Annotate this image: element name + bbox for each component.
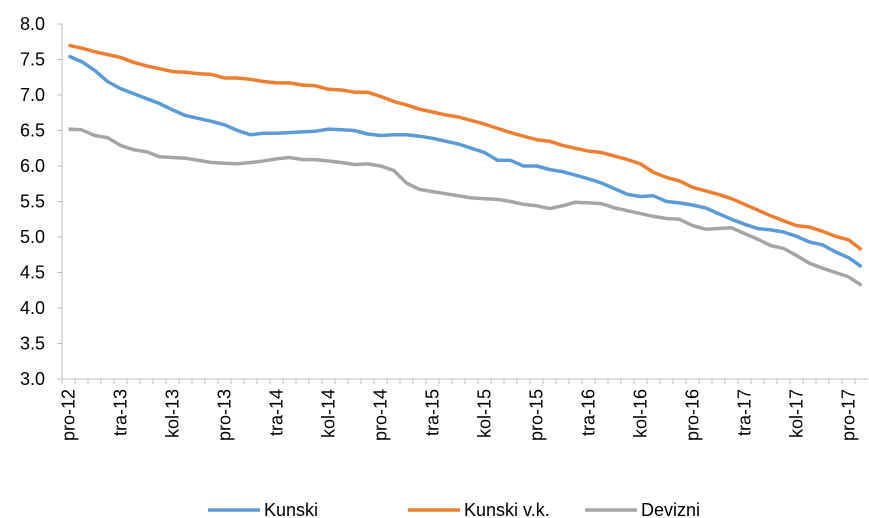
y-tick-label: 3.5 [20, 334, 45, 354]
x-tick-label: pro-16 [683, 389, 703, 441]
x-tick-label: pro-14 [371, 389, 391, 441]
x-tick-label: kol-13 [163, 389, 183, 438]
x-tick-label: pro-12 [59, 389, 79, 441]
x-tick-label: kol-14 [319, 389, 339, 438]
series-line [67, 54, 863, 269]
y-tick-label: 8.0 [20, 14, 45, 34]
x-tick-label: pro-17 [839, 389, 859, 441]
x-tick-label: tra-14 [267, 389, 287, 436]
x-tick-label: kol-17 [787, 389, 807, 438]
legend-label: Kunski [264, 500, 318, 518]
y-tick-label: 3.0 [20, 369, 45, 389]
series-line [68, 127, 863, 287]
x-tick-label: kol-15 [475, 389, 495, 438]
x-tick-label: tra-13 [111, 389, 131, 436]
y-tick-label: 7.0 [20, 85, 45, 105]
y-tick-label: 7.5 [20, 50, 45, 70]
y-tick-label: 6.5 [20, 121, 45, 141]
y-tick-label: 6.0 [20, 156, 45, 176]
y-tick-label: 5.0 [20, 227, 45, 247]
y-tick-label: 4.0 [20, 298, 45, 318]
series-line [68, 43, 863, 252]
legend-label: Kunski v.k. [464, 500, 550, 518]
x-tick-label: tra-15 [423, 389, 443, 436]
x-tick-label: pro-13 [215, 389, 235, 441]
x-tick-label: kol-16 [631, 389, 651, 438]
y-tick-label: 5.5 [20, 192, 45, 212]
x-tick-label: tra-17 [735, 389, 755, 436]
legend-label: Devizni [641, 500, 700, 518]
x-tick-label: tra-16 [579, 389, 599, 436]
y-tick-label: 4.5 [20, 263, 45, 283]
x-tick-label: pro-15 [527, 389, 547, 441]
